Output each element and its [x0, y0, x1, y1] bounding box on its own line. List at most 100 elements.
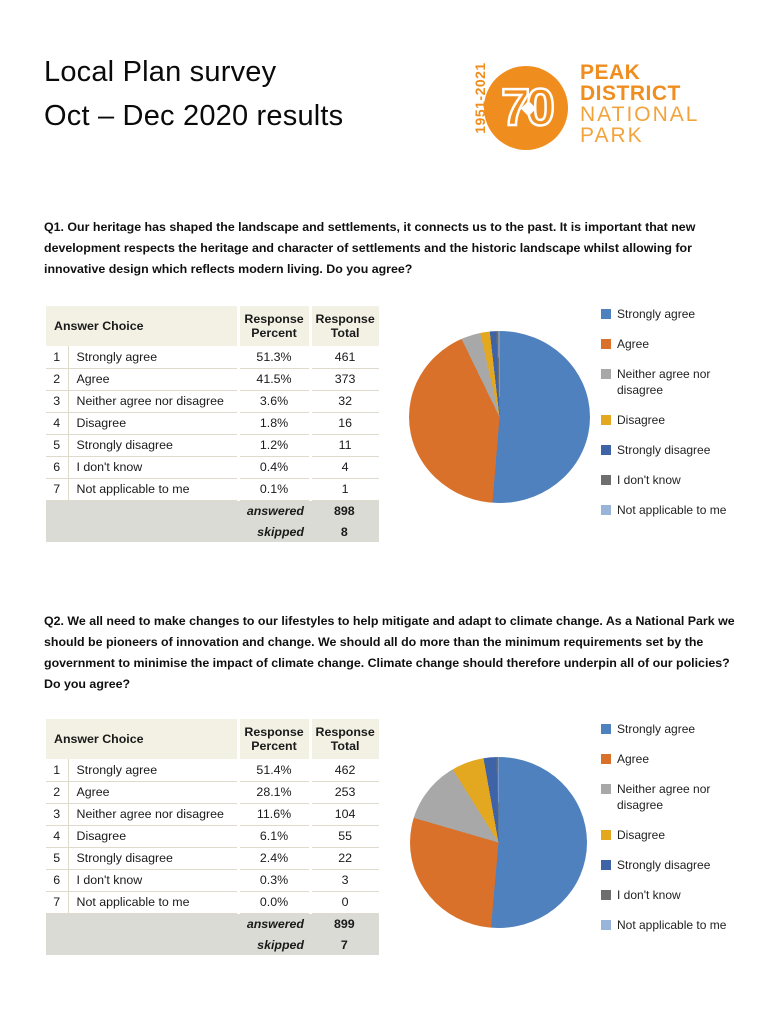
legend-item: I don't know [601, 472, 743, 488]
response-percent: 41.5% [236, 368, 310, 390]
response-percent: 0.3% [236, 869, 310, 891]
header-answer-choice: Answer Choice [46, 306, 238, 346]
legend-label: Strongly disagree [617, 443, 711, 457]
legend-label: Disagree [617, 413, 666, 427]
response-total: 16 [308, 412, 379, 434]
legend-label: I don't know [617, 473, 681, 487]
question-2-results-table: Answer Choice Response Percent Response … [46, 719, 379, 955]
legend-item: I don't know [601, 887, 743, 903]
legend-label: Not applicable to me [617, 918, 727, 932]
legend-item: Strongly disagree [601, 442, 743, 458]
table-row: 2 Agree 41.5% 373 [46, 368, 379, 390]
row-number: 4 [46, 412, 69, 434]
row-number: 6 [46, 456, 69, 478]
logo-word-park: PARK [580, 124, 644, 147]
response-percent: 0.4% [236, 456, 310, 478]
legend-swatch-icon [601, 475, 611, 485]
legend-item: Disagree [601, 412, 743, 428]
header-response-percent: Response Percent [236, 306, 310, 346]
legend-item: Neither agree nor disagree [601, 366, 743, 398]
answer-label: Agree [76, 785, 110, 799]
response-percent: 51.3% [236, 346, 310, 368]
logo-word-national: NATIONAL [580, 103, 700, 126]
question-2-text: Q2. We all need to make changes to our l… [44, 614, 735, 691]
legend-swatch-icon [601, 339, 611, 349]
summary-value: 899 [310, 913, 379, 934]
logo-wordmark: PEAK DISTRICT NATIONAL PARK [580, 62, 699, 146]
summary-row: answered 899 [46, 913, 379, 934]
summary-row: skipped 8 [46, 521, 379, 542]
legend-item: Agree [601, 751, 743, 767]
table-row: 4 Disagree 1.8% 16 [46, 412, 379, 434]
table-header: Answer Choice Response Percent Response … [46, 719, 379, 759]
response-total: 11 [308, 434, 379, 456]
row-number: 3 [46, 803, 69, 825]
legend-item: Disagree [601, 827, 743, 843]
legend-swatch-icon [601, 890, 611, 900]
row-number: 7 [46, 891, 69, 913]
table-row: 6 I don't know 0.3% 3 [46, 869, 379, 891]
legend-label: I don't know [617, 888, 681, 902]
header-response-percent: Response Percent [236, 719, 310, 759]
row-number: 2 [46, 781, 69, 803]
legend-item: Strongly agree [601, 721, 743, 737]
response-total: 3 [308, 869, 379, 891]
table-row: 4 Disagree 6.1% 55 [46, 825, 379, 847]
peak-district-logo: 1951-2021 70 PEAK DISTRICT NATIONAL PARK [452, 40, 742, 165]
answer-label: Neither agree nor disagree [76, 394, 224, 408]
response-percent: 6.1% [236, 825, 310, 847]
answer-label: Disagree [76, 829, 127, 843]
legend-item: Strongly agree [601, 306, 743, 322]
summary-row: answered 898 [46, 500, 379, 521]
response-percent: 1.8% [236, 412, 310, 434]
legend-label: Strongly agree [617, 307, 696, 321]
legend-item: Not applicable to me [601, 502, 743, 518]
page-title-line2: Oct – Dec 2020 results [44, 100, 344, 132]
legend-label: Not applicable to me [617, 503, 727, 517]
response-percent: 0.0% [236, 891, 310, 913]
response-percent: 1.2% [236, 434, 310, 456]
table-row: 1 Strongly agree 51.4% 462 [46, 759, 379, 781]
answer-label: Strongly disagree [76, 438, 173, 452]
question-1-results-table: Answer Choice Response Percent Response … [46, 306, 379, 542]
table-row: 7 Not applicable to me 0.0% 0 [46, 891, 379, 913]
summary-label: answered [238, 500, 310, 521]
pie-chart [409, 331, 590, 503]
page-title: Local Plan survey Oct – Dec 2020 results [44, 50, 343, 138]
legend-swatch-icon [601, 505, 611, 515]
legend-label: Neither agree nor disagree [617, 782, 711, 812]
response-total: 4 [308, 456, 379, 478]
legend-label: Strongly disagree [617, 858, 711, 872]
response-total: 461 [308, 346, 379, 368]
answer-label: Neither agree nor disagree [76, 807, 224, 821]
answer-label: Strongly agree [76, 350, 158, 364]
table-row: 5 Strongly disagree 2.4% 22 [46, 847, 379, 869]
legend-label: Strongly agree [617, 722, 696, 736]
response-total: 253 [308, 781, 379, 803]
table-footer: answered 898 skipped 8 [46, 500, 379, 542]
pie-chart [410, 757, 587, 928]
response-total: 104 [308, 803, 379, 825]
table-row: 6 I don't know 0.4% 4 [46, 456, 379, 478]
answer-label: I don't know [76, 873, 143, 887]
table-body: 1 Strongly agree 51.4% 462 2 Agree 28.1% 253 3 Ne… [46, 759, 379, 913]
response-total: 55 [308, 825, 379, 847]
legend: Strongly agree Agree Neither agree nor dis… [601, 721, 743, 947]
response-total: 373 [308, 368, 379, 390]
answer-label: Disagree [76, 416, 127, 430]
table-row: 7 Not applicable to me 0.1% 1 [46, 478, 379, 500]
table-row: 1 Strongly agree 51.3% 461 [46, 346, 379, 368]
legend-label: Disagree [617, 828, 666, 842]
row-number: 1 [46, 759, 69, 781]
legend-swatch-icon [601, 860, 611, 870]
answer-label: Strongly disagree [76, 851, 173, 865]
answer-label: I don't know [76, 460, 143, 474]
page-title-line1: Local Plan survey [44, 56, 277, 88]
legend-item: Not applicable to me [601, 917, 743, 933]
answer-label: Not applicable to me [76, 482, 190, 496]
summary-value: 7 [310, 934, 379, 955]
row-number: 5 [46, 847, 69, 869]
legend-swatch-icon [601, 920, 611, 930]
response-percent: 2.4% [236, 847, 310, 869]
